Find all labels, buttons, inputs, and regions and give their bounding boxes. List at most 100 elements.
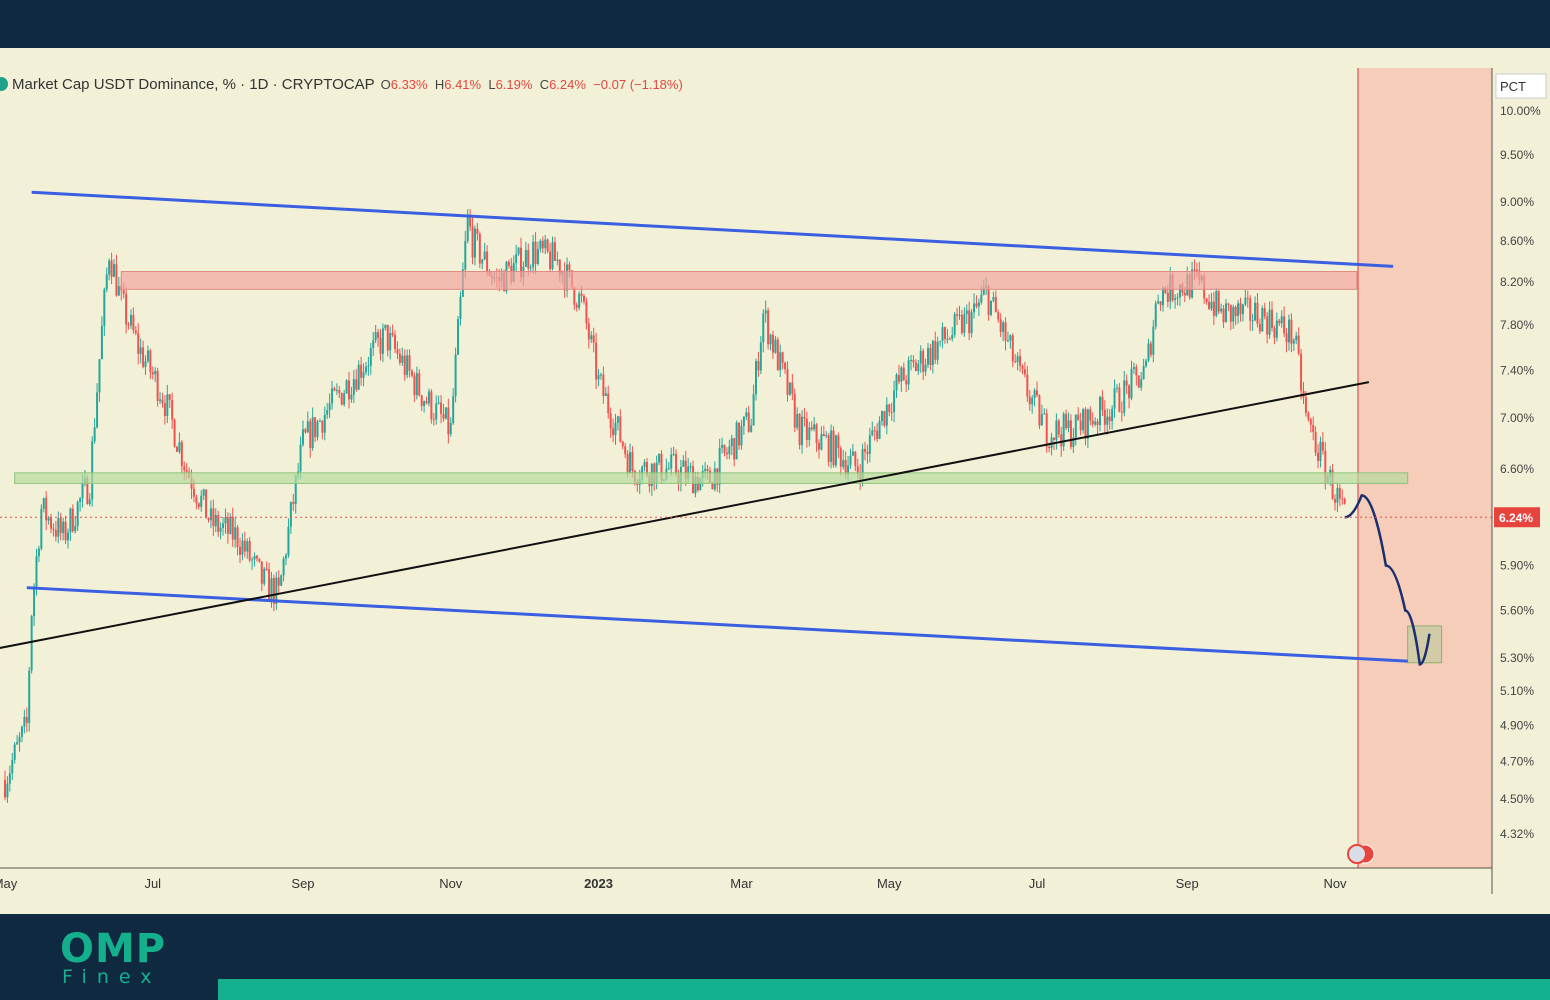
time-tick-label: Jul	[1029, 876, 1046, 891]
candle-body	[1263, 308, 1266, 317]
candle-body	[1048, 446, 1051, 448]
candle-body	[1154, 303, 1157, 327]
candle-body	[788, 382, 791, 395]
candle-body	[331, 388, 334, 404]
time-tick-label: Jul	[144, 876, 161, 891]
candle-body	[738, 422, 741, 446]
candle-body	[864, 448, 867, 452]
candle-body	[406, 355, 409, 375]
candle-body	[607, 393, 610, 414]
candle-body	[1290, 319, 1293, 344]
candle-body	[403, 355, 406, 375]
candle-body	[185, 470, 188, 472]
candle-body	[549, 251, 552, 270]
time-tick-label: May	[0, 876, 18, 891]
candle-body	[444, 407, 447, 419]
candle-body	[115, 264, 118, 296]
candle-body	[168, 394, 171, 401]
candle-body	[834, 435, 837, 466]
candle-body	[902, 367, 905, 381]
candle-body	[338, 389, 341, 394]
candle-body	[931, 340, 934, 365]
candle-body	[1132, 367, 1135, 369]
candle-body	[1208, 301, 1211, 309]
candle-body	[1067, 420, 1070, 429]
candle-body	[192, 488, 195, 497]
candle-body	[910, 360, 913, 362]
candle-body	[1118, 387, 1121, 412]
close-value: 6.24%	[549, 77, 586, 92]
candle-body	[180, 442, 183, 467]
candle-body	[1006, 340, 1009, 342]
candle-body	[16, 742, 19, 745]
candle-body	[255, 555, 258, 559]
candle-body	[539, 240, 542, 249]
price-axis[interactable]: PCT 10.00% 9.50% 9.00% 8.60% 8.20% 7.80% 7.40% 7…	[1491, 68, 1547, 894]
candle-body	[396, 349, 399, 354]
price-chart[interactable]: PCT 10.00% 9.50% 9.00% 8.60% 8.20% 7.80% 7.40% 7…	[0, 48, 1550, 914]
candle-body	[1055, 420, 1058, 440]
candle-body	[801, 416, 804, 446]
candle-body	[1125, 380, 1128, 386]
time-axis[interactable]: May Jul Sep Nov 2023 Mar May Jul Sep Nov	[0, 844, 1492, 891]
candle-body	[820, 433, 823, 450]
candle-body	[457, 319, 460, 355]
candle-body	[171, 400, 174, 420]
candle-body	[658, 453, 661, 463]
candle-body	[483, 251, 486, 260]
us-flag-icon[interactable]	[1347, 844, 1367, 864]
candle-body	[265, 568, 268, 570]
candle-body	[905, 380, 908, 385]
candle-body	[289, 502, 292, 527]
time-tick-label: Nov	[1323, 876, 1347, 891]
candle-body	[333, 388, 336, 391]
candle-body	[360, 364, 363, 378]
candle-body	[1222, 308, 1225, 323]
open-label: O	[380, 77, 391, 92]
candle-body	[1254, 302, 1257, 321]
candle-body	[699, 478, 702, 491]
candle-body	[144, 361, 147, 367]
candle-body	[1205, 298, 1208, 302]
scale-mode-button[interactable]	[1495, 73, 1547, 99]
candle-body	[323, 414, 326, 433]
candle-body	[35, 556, 38, 587]
candle-body	[878, 420, 881, 439]
candle-body	[975, 303, 978, 307]
candle-body	[784, 362, 787, 370]
candle-body	[86, 477, 89, 504]
candle-body	[1157, 301, 1160, 304]
lower-channel-line[interactable]	[26, 586, 1408, 663]
candle-body	[142, 347, 145, 367]
candle-body	[1183, 292, 1186, 296]
candle-body	[316, 421, 319, 438]
upper-channel-line[interactable]	[31, 190, 1394, 268]
candle-body	[1057, 420, 1060, 435]
candle-body	[345, 380, 348, 394]
candle-body	[425, 401, 428, 404]
chart-area[interactable]: PCT 10.00% 9.50% 9.00% 8.60% 8.20% 7.80% 7.40% 7…	[0, 48, 1550, 914]
candle-body	[815, 424, 818, 443]
ascending-trendline[interactable]	[0, 381, 1370, 650]
price-tick-label: 5.10%	[1500, 684, 1534, 698]
candle-body	[922, 350, 925, 372]
candle-body	[132, 314, 135, 331]
symbol-legend: Market Cap USDT Dominance, % · 1D · CRYP…	[0, 76, 683, 96]
candle-body	[1062, 413, 1065, 447]
candle-body	[113, 264, 116, 277]
candle-body	[973, 303, 976, 313]
candle-body	[747, 412, 750, 432]
candle-body	[384, 324, 387, 329]
candle-body	[287, 526, 290, 556]
candle-body	[79, 498, 82, 502]
candle-body	[873, 430, 876, 432]
candle-body	[728, 446, 731, 455]
candle-body	[844, 460, 847, 475]
candle-body	[1336, 488, 1339, 503]
candle-body	[129, 314, 132, 326]
candle-body	[377, 332, 380, 338]
candle-body	[1152, 326, 1155, 355]
candle-body	[1343, 498, 1346, 504]
candle-body	[1149, 343, 1152, 355]
candle-body	[440, 402, 443, 414]
